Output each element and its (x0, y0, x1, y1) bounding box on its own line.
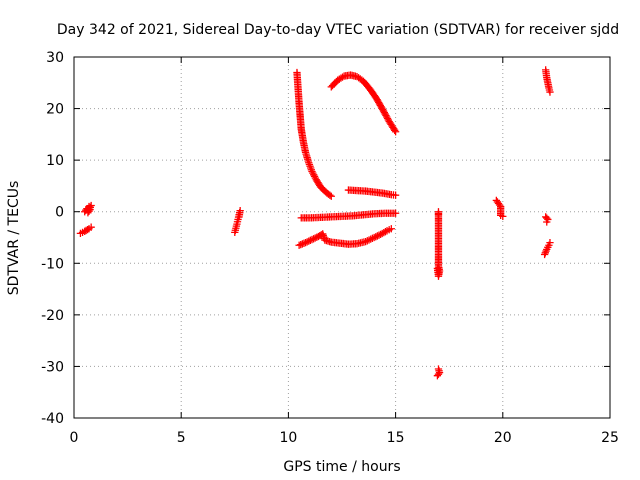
plot-frame (73, 56, 611, 419)
data-point (433, 372, 442, 380)
grid (74, 57, 610, 418)
x-tick-label: 20 (494, 430, 512, 446)
data-point (387, 225, 395, 233)
data-point (546, 239, 554, 247)
data-points (76, 66, 554, 380)
series-2 (231, 207, 244, 236)
x-tick-label: 0 (70, 430, 79, 446)
series-6 (297, 209, 400, 222)
data-point (391, 128, 400, 136)
series-7 (295, 225, 395, 249)
series-0 (76, 223, 95, 238)
x-tick-label: 25 (601, 430, 619, 446)
data-point (391, 191, 400, 199)
y-tick-label: 0 (55, 205, 64, 221)
data-point (86, 206, 94, 214)
data-point (391, 209, 400, 217)
series-10 (540, 66, 554, 259)
chart-title: Day 342 of 2021, Sidereal Day-to-day VTE… (57, 22, 619, 38)
y-tick-label: -30 (41, 359, 64, 375)
y-tick-label: 20 (46, 102, 64, 118)
data-point (235, 213, 243, 221)
series-5 (344, 186, 400, 199)
data-point (87, 223, 95, 231)
series-3 (293, 68, 335, 200)
y-tick-label: -10 (41, 256, 64, 272)
x-tick-label: 15 (387, 430, 405, 446)
series-8 (433, 208, 444, 380)
series-9 (492, 196, 507, 221)
data-point (327, 192, 335, 200)
x-axis-label: GPS time / hours (283, 459, 400, 475)
series-1 (81, 201, 95, 217)
data-point (433, 264, 442, 273)
y-axis-label: SDTVAR / TECUs (6, 181, 22, 296)
y-tick-label: 30 (46, 50, 64, 66)
data-point (499, 212, 507, 221)
axis-ticks: 0 5 10 15 20 25 -40 -30 -20 -10 0 10 20 30 (41, 50, 619, 446)
series-4 (327, 71, 400, 136)
data-point (546, 88, 554, 96)
y-tick-label: -20 (41, 308, 64, 324)
data-point (543, 218, 551, 226)
y-tick-label: 10 (46, 153, 64, 169)
x-tick-label: 10 (279, 430, 297, 446)
y-tick-label: -40 (41, 411, 64, 427)
x-tick-label: 5 (177, 430, 186, 446)
